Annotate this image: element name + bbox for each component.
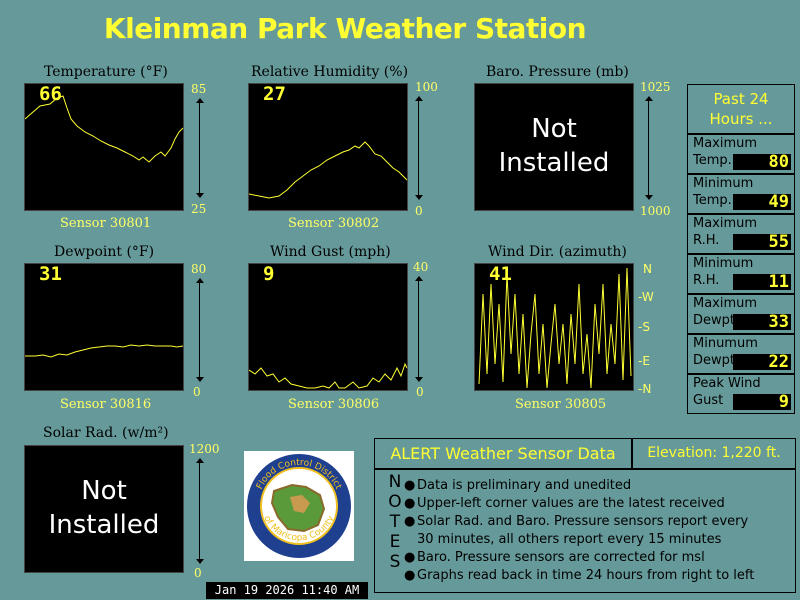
pressure-axis-bottom: 1000 [640, 204, 671, 218]
gust-axis [412, 276, 426, 382]
summary-header: Past 24 Hours ... [688, 85, 794, 133]
humidity-axis-top: 100 [415, 80, 438, 94]
dewpoint-axis-bottom: 0 [193, 385, 201, 399]
wind-dir-label-n-top: N [643, 262, 652, 276]
dewpoint-axis [193, 278, 207, 382]
humidity-axis-bottom: 0 [415, 204, 423, 218]
humidity-graph: 27 [248, 83, 408, 211]
stat-min-dewpt: Minumum Dewpt. 22 [688, 335, 794, 373]
temperature-axis-bottom: 25 [191, 202, 207, 216]
gust-title: Wind Gust (mph) [270, 244, 391, 260]
solar-axis [193, 458, 207, 564]
humidity-latest: 27 [263, 83, 286, 105]
stat-max-rh: Maximum R.H. 55 [688, 215, 794, 253]
wind-dir-trace [478, 267, 632, 389]
note-item-continued: 30 minutes, all others report every 15 m… [417, 532, 722, 547]
gust-axis-bottom: 0 [416, 385, 424, 399]
note-item: ● Baro. Pressure sensors are corrected fo… [404, 550, 705, 565]
humidity-axis [412, 96, 426, 200]
solar-axis-top: 1200 [189, 442, 220, 456]
timestamp: Jan 19 2026 11:40 AM [206, 582, 368, 599]
wind-dir-label-e: -E [638, 354, 650, 368]
page-title: Kleinman Park Weather Station [103, 12, 587, 45]
humidity-sensor-label: Sensor 30802 [288, 216, 380, 231]
pressure-axis [642, 96, 656, 200]
gust-trace [249, 362, 407, 389]
wind-dir-label-w: -W [638, 290, 654, 304]
elevation-label: Elevation: 1,220 ft. [633, 439, 795, 468]
stat-min-temp: Minimum Temp. 49 [688, 175, 794, 213]
wind-dir-label-n-bottom: -N [638, 382, 652, 396]
alert-title: ALERT Weather Sensor Data [375, 439, 631, 468]
dewpoint-axis-top: 80 [191, 262, 207, 276]
wind-dir-graph: 41 [474, 263, 634, 391]
note-item: ● Graphs read back in time 24 hours from … [404, 568, 755, 583]
temperature-axis-top: 85 [191, 82, 207, 96]
temperature-trace [25, 95, 183, 163]
alert-notes-box: ALERT Weather Sensor Data Elevation: 1,2… [374, 438, 796, 593]
dewpoint-latest: 31 [39, 263, 62, 285]
solar-title: Solar Rad. (w/m²) [43, 425, 169, 441]
pressure-status: Not Installed [498, 114, 610, 178]
solar-status: Not Installed [48, 476, 160, 540]
dewpoint-trace [25, 344, 183, 358]
notes-vertical-label: N O T E S [388, 472, 402, 572]
dewpoint-graph: 31 [24, 263, 184, 391]
note-item: ● Upper-left corner values are the latest… [404, 496, 725, 511]
stat-min-rh: Minimum R.H. 11 [688, 255, 794, 293]
dewpoint-title: Dewpoint (°F) [54, 244, 155, 260]
note-item: ● Solar Rad. and Baro. Pressure sensors r… [404, 514, 749, 529]
gust-axis-top: 40 [413, 260, 429, 274]
temperature-sensor-label: Sensor 30801 [60, 216, 152, 231]
temperature-latest: 66 [39, 83, 62, 105]
gust-sensor-label: Sensor 30806 [288, 397, 380, 412]
note-item: ● Data is preliminary and unedited [404, 478, 632, 493]
gust-latest: 9 [263, 263, 275, 285]
wind-dir-title: Wind Dir. (azimuth) [488, 244, 627, 260]
pressure-axis-top: 1025 [640, 80, 671, 94]
past-24-hours-summary: Past 24 Hours ... Maximum Temp. 80 Minimum… [687, 84, 795, 414]
pressure-graph: Not Installed [474, 83, 634, 211]
humidity-trace [249, 141, 407, 199]
dewpoint-sensor-label: Sensor 30816 [60, 397, 152, 412]
temperature-graph: 66 [24, 83, 184, 211]
humidity-title: Relative Humidity (%) [251, 64, 409, 80]
temperature-title: Temperature (°F) [44, 64, 168, 80]
flood-control-district-logo: Flood Control District of Maricopa Count… [244, 451, 354, 561]
wind-dir-label-s: -S [638, 320, 650, 334]
wind-dir-sensor-label: Sensor 30805 [515, 397, 607, 412]
county-seal-icon: Flood Control District of Maricopa Count… [247, 454, 351, 558]
pressure-title: Baro. Pressure (mb) [486, 64, 629, 80]
wind-dir-latest: 41 [489, 263, 512, 285]
stat-peak-gust: Peak Wind Gust 9 [688, 375, 794, 413]
stat-max-dewpt: Maximum Dewpt. 33 [688, 295, 794, 333]
solar-axis-bottom: 0 [194, 566, 202, 580]
gust-graph: 9 [248, 263, 408, 391]
solar-graph: Not Installed [24, 445, 184, 573]
notes-body: N O T E S ● Data is preliminary and unedi… [375, 470, 795, 592]
temperature-axis [193, 98, 207, 198]
stat-max-temp: Maximum Temp. 80 [688, 135, 794, 173]
